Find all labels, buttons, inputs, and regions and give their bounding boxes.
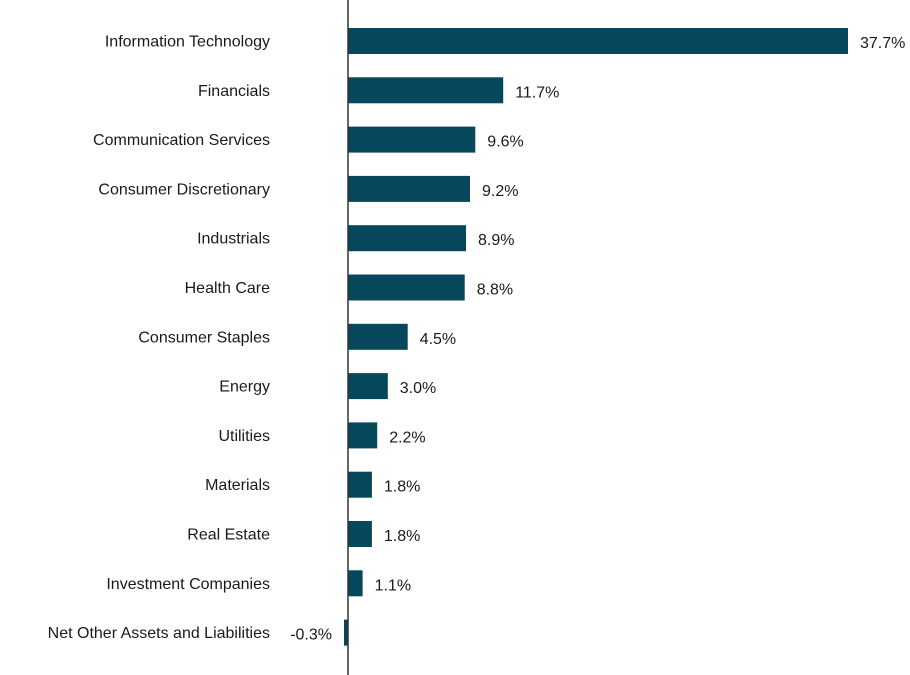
category-label: Net Other Assets and Liabilities — [48, 625, 270, 642]
category-label: Energy — [219, 379, 270, 396]
category-label: Financials — [198, 83, 270, 100]
value-label: 2.2% — [389, 429, 425, 446]
value-label: -0.3% — [290, 627, 332, 644]
value-label: 1.8% — [384, 479, 420, 496]
category-labels-group: Information Technology Financials Communic… — [48, 34, 270, 643]
value-label: 8.8% — [477, 282, 513, 299]
value-label: 3.0% — [400, 380, 436, 397]
bar-information-technology — [348, 28, 848, 54]
bar-industrials — [348, 225, 466, 252]
category-label: Utilities — [218, 428, 270, 445]
bar-real-estate — [348, 521, 372, 547]
bar-health-care — [348, 274, 465, 301]
category-label: Communication Services — [93, 132, 270, 149]
bar-utilities — [348, 422, 378, 449]
value-label: 11.7% — [515, 84, 559, 101]
value-label: 9.2% — [482, 183, 518, 200]
bar-investment-companies — [348, 570, 363, 597]
value-label: 1.1% — [375, 577, 411, 594]
value-label: 4.5% — [420, 331, 456, 348]
bar-communication-services — [348, 126, 476, 153]
value-labels-group: 37.7% 11.7% 9.6% 9.2% 8.9% 8.8% 4.5% 3.0% 2.2% 1.… — [290, 35, 905, 644]
bar-materials — [348, 471, 372, 498]
bar-financials — [348, 77, 504, 104]
category-label: Information Technology — [105, 34, 270, 51]
category-label: Health Care — [185, 280, 270, 297]
category-label: Industrials — [197, 231, 270, 248]
value-label: 9.6% — [487, 134, 523, 151]
category-label: Consumer Discretionary — [98, 181, 270, 198]
category-label: Investment Companies — [106, 576, 270, 593]
bars-group — [344, 28, 848, 646]
bar-consumer-staples — [348, 323, 408, 350]
value-label: 8.9% — [478, 232, 514, 249]
category-label: Real Estate — [187, 527, 270, 544]
value-label: 1.8% — [384, 528, 420, 545]
value-label: 37.7% — [860, 35, 905, 52]
bar-net-other-assets-and-liabilities — [344, 619, 348, 646]
bar-consumer-discretionary — [348, 175, 470, 202]
category-label: Materials — [205, 477, 270, 494]
category-label: Consumer Staples — [138, 329, 270, 346]
bar-energy — [348, 373, 388, 400]
